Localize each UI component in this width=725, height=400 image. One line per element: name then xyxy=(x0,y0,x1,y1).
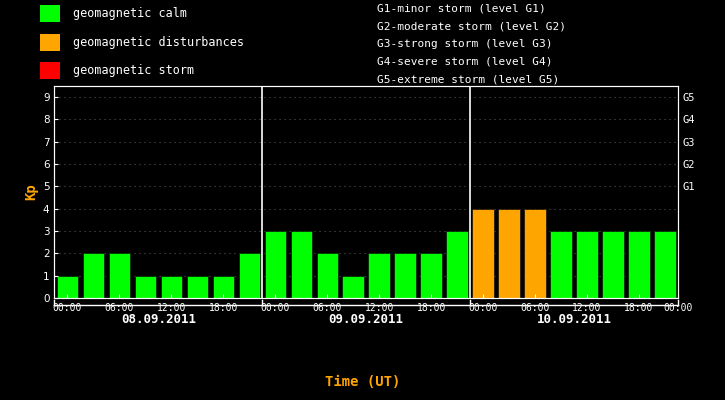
Bar xyxy=(602,231,624,298)
Bar xyxy=(135,276,156,298)
Bar xyxy=(447,231,468,298)
Bar xyxy=(342,276,364,298)
Text: 08.09.2011: 08.09.2011 xyxy=(121,314,196,326)
Bar xyxy=(109,253,130,298)
Bar xyxy=(291,231,312,298)
Text: G3-strong storm (level G3): G3-strong storm (level G3) xyxy=(377,39,552,49)
Bar xyxy=(498,209,520,298)
Bar xyxy=(368,253,390,298)
Bar xyxy=(524,209,546,298)
Bar xyxy=(394,253,415,298)
Bar xyxy=(212,276,234,298)
Bar xyxy=(40,34,60,51)
Text: G5-extreme storm (level G5): G5-extreme storm (level G5) xyxy=(377,74,559,84)
Bar xyxy=(576,231,597,298)
Bar xyxy=(239,253,260,298)
Text: 10.09.2011: 10.09.2011 xyxy=(536,314,611,326)
Bar xyxy=(57,276,78,298)
Text: geomagnetic storm: geomagnetic storm xyxy=(73,64,194,77)
Bar xyxy=(629,231,650,298)
Y-axis label: Kp: Kp xyxy=(25,184,38,200)
Bar xyxy=(654,231,676,298)
Bar xyxy=(83,253,104,298)
Text: Time (UT): Time (UT) xyxy=(325,375,400,389)
Bar xyxy=(420,253,442,298)
Bar xyxy=(265,231,286,298)
Bar xyxy=(40,62,60,79)
Text: G2-moderate storm (level G2): G2-moderate storm (level G2) xyxy=(377,21,566,31)
Bar xyxy=(161,276,182,298)
Text: 09.09.2011: 09.09.2011 xyxy=(328,314,404,326)
Bar xyxy=(186,276,208,298)
Bar xyxy=(550,231,571,298)
Text: G4-severe storm (level G4): G4-severe storm (level G4) xyxy=(377,56,552,66)
Bar xyxy=(317,253,338,298)
Bar xyxy=(40,5,60,22)
Text: geomagnetic disturbances: geomagnetic disturbances xyxy=(73,36,244,49)
Text: G1-minor storm (level G1): G1-minor storm (level G1) xyxy=(377,4,546,14)
Bar xyxy=(473,209,494,298)
Text: geomagnetic calm: geomagnetic calm xyxy=(73,7,187,20)
